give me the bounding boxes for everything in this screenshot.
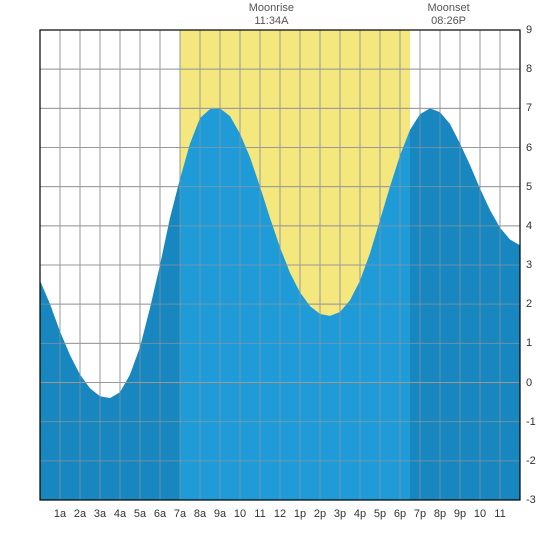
x-tick-label: 5a xyxy=(134,508,146,520)
x-tick-label: 9p xyxy=(454,508,466,520)
annot-title: Moonrise xyxy=(241,2,301,15)
y-tick-label: 4 xyxy=(526,220,546,232)
y-tick-label: -1 xyxy=(526,416,546,428)
x-tick-label: 4p xyxy=(354,508,366,520)
x-tick-label: 11 xyxy=(494,508,505,520)
x-tick-label: 1p xyxy=(294,508,306,520)
y-tick-label: 9 xyxy=(526,24,546,36)
annot-title: Moonset xyxy=(419,2,479,15)
x-tick-label: 6p xyxy=(394,508,406,520)
x-tick-label: 6a xyxy=(154,508,166,520)
y-tick-label: 0 xyxy=(526,377,546,389)
x-tick-label: 2a xyxy=(74,508,86,520)
x-tick-label: 2p xyxy=(314,508,326,520)
x-tick-label: 11 xyxy=(254,508,265,520)
x-tick-label: 1a xyxy=(54,508,66,520)
y-tick-label: 8 xyxy=(526,63,546,75)
y-tick-label: -3 xyxy=(526,494,546,506)
x-tick-label: 7a xyxy=(174,508,186,520)
y-tick-label: 7 xyxy=(526,102,546,114)
x-tick-label: 5p xyxy=(374,508,386,520)
tide-chart: 1a2a3a4a5a6a7a8a9a1011121p2p3p4p5p6p7p8p… xyxy=(0,0,550,550)
x-tick-label: 8a xyxy=(194,508,206,520)
moonrise-label: Moonrise11:34A xyxy=(241,2,301,28)
chart-svg xyxy=(0,0,550,550)
x-tick-label: 9a xyxy=(214,508,226,520)
y-tick-label: 2 xyxy=(526,298,546,310)
x-tick-label: 3p xyxy=(334,508,346,520)
y-tick-label: 1 xyxy=(526,337,546,349)
y-tick-label: 3 xyxy=(526,259,546,271)
x-tick-label: 7p xyxy=(414,508,426,520)
moonset-label: Moonset08:26P xyxy=(419,2,479,28)
x-tick-label: 10 xyxy=(474,508,486,520)
y-tick-label: 6 xyxy=(526,142,546,154)
annot-time: 08:26P xyxy=(419,15,479,28)
x-tick-label: 10 xyxy=(234,508,246,520)
x-tick-label: 8p xyxy=(434,508,446,520)
x-tick-label: 4a xyxy=(114,508,126,520)
annot-time: 11:34A xyxy=(241,15,301,28)
x-tick-label: 3a xyxy=(94,508,106,520)
y-tick-label: -2 xyxy=(526,455,546,467)
y-tick-label: 5 xyxy=(526,181,546,193)
x-tick-label: 12 xyxy=(274,508,286,520)
